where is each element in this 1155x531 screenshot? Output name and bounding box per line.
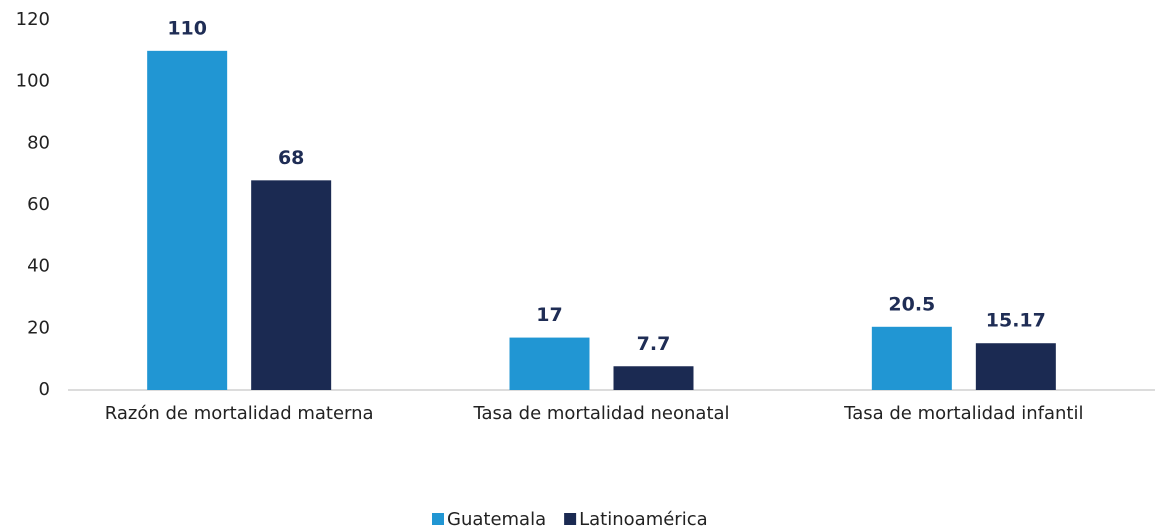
legend-swatch (432, 513, 444, 525)
x-tick-label: Razón de mortalidad materna (105, 403, 374, 424)
bar (509, 337, 590, 390)
legend-label: Guatemala (447, 509, 546, 530)
y-tick-label: 20 (27, 317, 50, 338)
bar (613, 366, 694, 390)
y-tick-label: 80 (27, 132, 50, 153)
y-tick-label: 0 (39, 379, 50, 400)
bar (147, 50, 228, 390)
x-tick-label: Tasa de mortalidad neonatal (472, 403, 729, 424)
data-label: 20.5 (888, 293, 935, 315)
y-tick-label: 100 (16, 71, 50, 92)
data-label: 68 (278, 147, 304, 169)
y-tick-label: 120 (16, 9, 50, 30)
data-label: 15.17 (986, 310, 1046, 332)
data-label: 17 (536, 304, 562, 326)
x-tick-label: Tasa de mortalidad infantil (843, 403, 1083, 424)
data-label: 7.7 (637, 333, 671, 355)
bar (975, 343, 1056, 390)
legend-swatch (564, 513, 577, 525)
bar (871, 326, 952, 390)
legend-label: Latinoamérica (579, 509, 708, 530)
y-tick-label: 40 (27, 256, 50, 277)
bar (251, 180, 332, 390)
y-tick-label: 60 (27, 194, 50, 215)
data-label: 110 (167, 17, 207, 39)
